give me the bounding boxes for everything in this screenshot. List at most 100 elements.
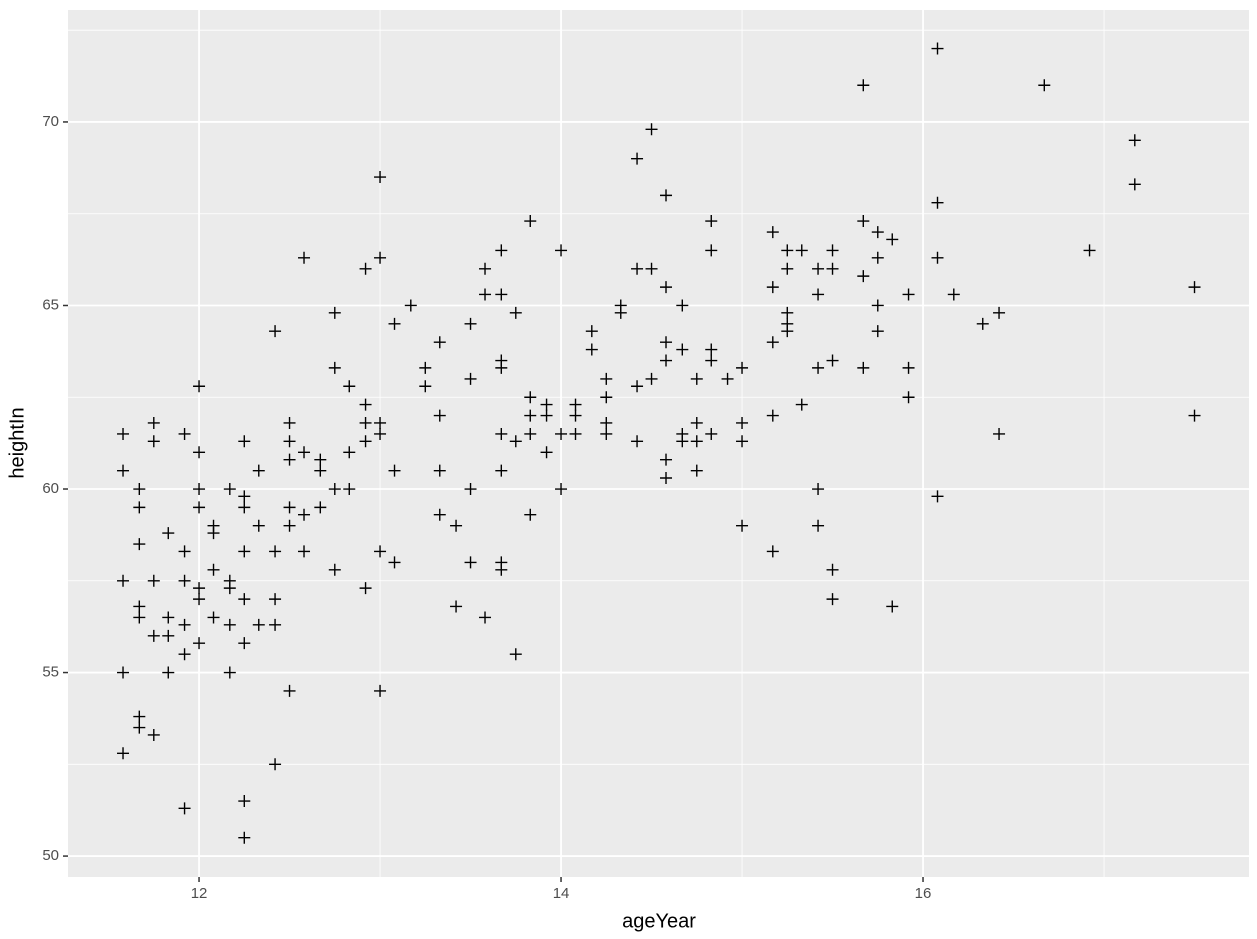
- point: [1038, 79, 1051, 92]
- point: [388, 556, 401, 569]
- point: [178, 648, 191, 661]
- point: [193, 380, 206, 393]
- point: [433, 336, 446, 349]
- point: [193, 593, 206, 606]
- point: [314, 464, 327, 477]
- point: [1083, 244, 1096, 257]
- point: [223, 582, 236, 595]
- point: [645, 372, 658, 385]
- point: [328, 483, 341, 496]
- point: [238, 435, 251, 448]
- point: [631, 435, 644, 448]
- point: [645, 262, 658, 275]
- point: [676, 343, 689, 356]
- point: [252, 464, 265, 477]
- point: [133, 721, 146, 734]
- x-tick-label: 14: [553, 885, 570, 902]
- point: [374, 416, 387, 429]
- point: [585, 343, 598, 356]
- point: [871, 299, 884, 312]
- point: [766, 281, 779, 294]
- point: [947, 288, 960, 301]
- point: [117, 747, 130, 760]
- point: [524, 215, 537, 228]
- point: [555, 427, 568, 440]
- point: [705, 354, 718, 367]
- point: [631, 152, 644, 165]
- point: [676, 299, 689, 312]
- point: [812, 361, 825, 374]
- point: [162, 666, 175, 679]
- point: [269, 325, 282, 338]
- point: [193, 637, 206, 650]
- point: [812, 483, 825, 496]
- point: [162, 611, 175, 624]
- point: [524, 409, 537, 422]
- point: [540, 398, 553, 411]
- point: [178, 545, 191, 558]
- point: [117, 427, 130, 440]
- point: [133, 611, 146, 624]
- point: [343, 483, 356, 496]
- point: [857, 215, 870, 228]
- point: [495, 427, 508, 440]
- point: [795, 244, 808, 257]
- point: [555, 244, 568, 257]
- y-tick-label: 50: [42, 847, 59, 864]
- point: [238, 795, 251, 808]
- panel: [68, 10, 1249, 877]
- point: [826, 354, 839, 367]
- point: [614, 306, 627, 319]
- point: [238, 637, 251, 650]
- point: [314, 453, 327, 466]
- point: [117, 464, 130, 477]
- point: [269, 618, 282, 631]
- point: [600, 391, 613, 404]
- point: [631, 380, 644, 393]
- point: [631, 262, 644, 275]
- point: [178, 618, 191, 631]
- point: [495, 244, 508, 257]
- point: [359, 582, 372, 595]
- point: [147, 416, 160, 429]
- point: [705, 343, 718, 356]
- point: [857, 361, 870, 374]
- point: [419, 361, 432, 374]
- point: [359, 262, 372, 275]
- point: [147, 728, 160, 741]
- point: [269, 593, 282, 606]
- point: [495, 361, 508, 374]
- point: [238, 501, 251, 514]
- point: [269, 545, 282, 558]
- point: [676, 435, 689, 448]
- point: [238, 593, 251, 606]
- point: [1128, 134, 1141, 147]
- point: [569, 398, 582, 411]
- point: [298, 251, 311, 264]
- point: [464, 483, 477, 496]
- point: [283, 435, 296, 448]
- point: [193, 446, 206, 459]
- point: [555, 483, 568, 496]
- point: [781, 244, 794, 257]
- y-tick-label: 60: [42, 480, 59, 497]
- point: [479, 262, 492, 275]
- point: [812, 519, 825, 532]
- point: [283, 501, 296, 514]
- point: [343, 446, 356, 459]
- point: [690, 416, 703, 429]
- point: [374, 171, 387, 184]
- point: [524, 508, 537, 521]
- point: [269, 758, 282, 771]
- point: [283, 519, 296, 532]
- point: [931, 42, 944, 55]
- point: [509, 648, 522, 661]
- point: [976, 317, 989, 330]
- point: [359, 398, 372, 411]
- point: [766, 545, 779, 558]
- point: [193, 501, 206, 514]
- point: [464, 556, 477, 569]
- point: [252, 519, 265, 532]
